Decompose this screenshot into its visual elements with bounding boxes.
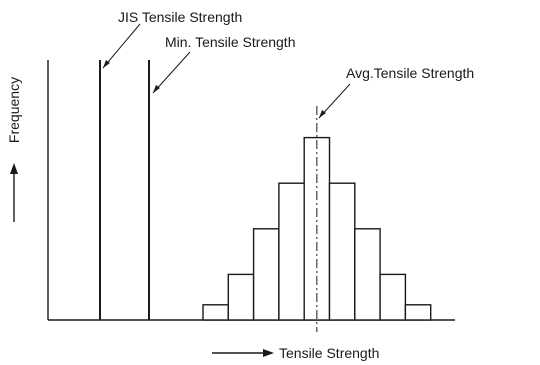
jis-leader-line	[102, 23, 141, 69]
histogram-bar-9	[404, 304, 432, 321]
min-tensile-strength-label: Min. Tensile Strength	[165, 34, 295, 50]
histogram-bar-3	[252, 228, 280, 321]
histogram-bar-8	[379, 273, 407, 321]
jis-leader-arrowhead	[103, 60, 110, 68]
x-axis-title-group: Tensile Strength	[212, 345, 379, 361]
min-leader-arrowhead	[153, 85, 160, 93]
min-leader-line	[152, 51, 191, 94]
y-axis-title: Frequency	[6, 77, 22, 143]
avg-tensile-strength-label: Avg.Tensile Strength	[346, 65, 474, 81]
histogram-bar-7	[354, 228, 381, 321]
histogram-bar-2	[227, 273, 255, 321]
histogram-bar-4	[278, 182, 305, 321]
x-axis-title: Tensile Strength	[279, 345, 379, 361]
histogram-bar-1	[202, 304, 229, 321]
histogram-bars	[202, 136, 432, 321]
y-axis-arrow-head	[10, 163, 18, 174]
x-axis-arrow-head	[263, 349, 274, 357]
histogram-bar-6	[328, 182, 356, 321]
avg-leader-arrowhead	[319, 110, 326, 118]
y-axis-title-group: Frequency	[6, 77, 22, 222]
jis-tensile-strength-label: JIS Tensile Strength	[118, 9, 242, 25]
